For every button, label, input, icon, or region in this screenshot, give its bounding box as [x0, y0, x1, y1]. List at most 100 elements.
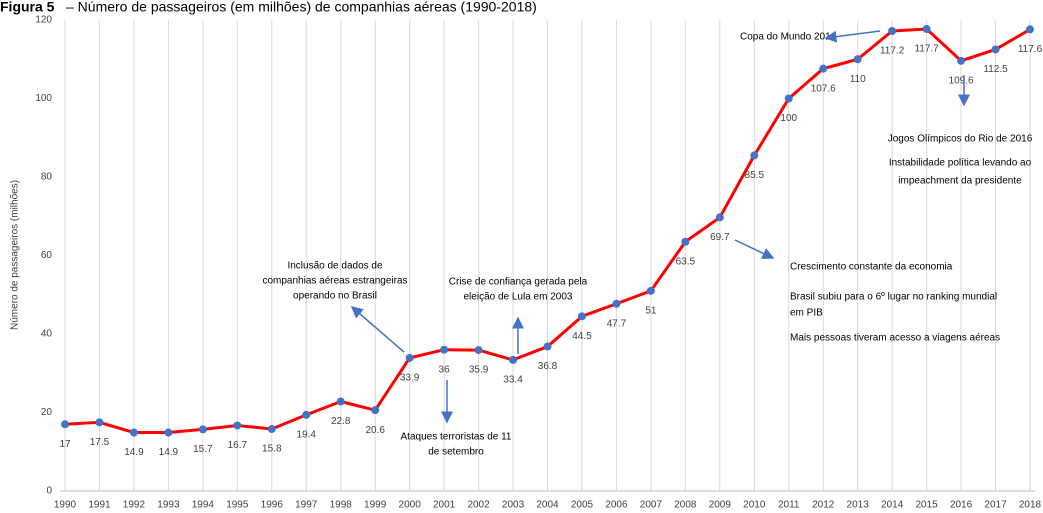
- x-tick-label: 2002: [467, 500, 490, 511]
- data-label: 117.6: [1018, 44, 1043, 55]
- data-label: 22.8: [331, 416, 351, 427]
- data-label: 47.7: [607, 318, 627, 329]
- y-axis-label: Número de passageiros (milhões): [10, 180, 21, 330]
- data-label: 51: [645, 305, 657, 316]
- data-label: 63.5: [676, 256, 696, 267]
- data-point: [474, 346, 483, 355]
- x-tick-label: 1990: [54, 500, 77, 511]
- data-point: [888, 26, 897, 35]
- data-label: 14.9: [159, 447, 179, 458]
- data-point: [267, 424, 276, 433]
- x-tick-label: 1997: [295, 500, 318, 511]
- x-tick-label: 2009: [709, 500, 732, 511]
- y-tick-label: 0: [46, 486, 52, 497]
- x-tick-label: 2006: [605, 500, 628, 511]
- x-tick-label: 1993: [157, 500, 180, 511]
- x-tick-label: 2018: [1019, 500, 1042, 511]
- data-label: 100: [780, 113, 797, 124]
- data-label: 14.9: [124, 447, 144, 458]
- data-label: 33.4: [503, 375, 523, 386]
- x-tick-label: 2004: [536, 500, 559, 511]
- x-tick-label: 1994: [192, 500, 215, 511]
- x-tick-label: 2008: [674, 500, 697, 511]
- data-point: [371, 406, 380, 415]
- annotation-text: eleição de Lula em 2003: [464, 292, 573, 303]
- data-point: [95, 418, 104, 427]
- y-tick-label: 60: [41, 250, 53, 261]
- data-point: [784, 94, 793, 103]
- data-label: 17.5: [90, 437, 110, 448]
- annotation-text: Brasil subiu para o 6º lugar no ranking …: [790, 292, 997, 303]
- data-point: [405, 353, 414, 362]
- x-tick-label: 1992: [123, 500, 146, 511]
- y-tick-label: 20: [41, 407, 53, 418]
- annotation-arrow: [824, 30, 881, 43]
- annotation-text: Copa do Mundo 2014: [740, 32, 837, 43]
- data-label: 112.5: [983, 64, 1008, 75]
- data-label: 69.7: [710, 232, 730, 243]
- data-label: 33.9: [400, 373, 420, 384]
- x-tick-label: 2011: [778, 500, 800, 511]
- figure-label: Figura 5: [0, 0, 55, 15]
- data-label: 36: [439, 364, 451, 375]
- annotation-text: operando no Brasil: [293, 291, 377, 302]
- data-label: 20.6: [365, 425, 385, 436]
- x-tick-label: 1998: [330, 500, 353, 511]
- data-point: [853, 55, 862, 64]
- data-point: [509, 355, 518, 364]
- annotation-text: Crise de confiança gerada pela: [449, 277, 588, 288]
- x-tick-label: 2003: [502, 500, 525, 511]
- data-point: [612, 299, 621, 308]
- data-point: [681, 237, 690, 246]
- data-label: 117.7: [914, 44, 939, 55]
- data-label: 109.6: [949, 75, 974, 86]
- data-label: 19.4: [297, 429, 317, 440]
- data-label: 85.5: [745, 170, 765, 181]
- data-label: 35.9: [469, 365, 489, 376]
- data-label: 110: [850, 74, 866, 85]
- x-tick-label: 1991: [88, 500, 111, 511]
- annotation-arrow: [734, 239, 775, 259]
- data-point: [991, 45, 1000, 54]
- data-point: [1026, 25, 1034, 34]
- data-label: 16.7: [228, 440, 248, 451]
- data-point: [198, 425, 207, 434]
- annotation-text: em PIB: [790, 308, 823, 319]
- annotation-text: Instabilidade política levando ao: [889, 158, 1032, 169]
- x-tick-label: 2016: [950, 500, 973, 511]
- data-point: [129, 428, 138, 437]
- x-tick-label: 1996: [261, 500, 284, 511]
- x-tick-label: 2012: [812, 500, 835, 511]
- y-tick-label: 120: [35, 15, 52, 26]
- x-tick-label: 2015: [915, 500, 938, 511]
- data-point: [957, 56, 966, 65]
- x-tick-label: 2017: [984, 500, 1007, 511]
- annotation-text: impeachment da presidente: [898, 176, 1022, 187]
- x-tick-label: 2010: [743, 500, 766, 511]
- data-point: [922, 25, 931, 34]
- data-label: 107.6: [811, 83, 836, 94]
- x-tick-label: 1999: [364, 500, 387, 511]
- data-point: [646, 286, 655, 295]
- x-tick-label: 2014: [881, 500, 904, 511]
- chart-title: – Número de passageiros (em milhões) de …: [66, 0, 537, 15]
- y-tick-label: 100: [35, 93, 52, 104]
- x-tick-label: 2000: [399, 500, 422, 511]
- x-tick-label: 2007: [640, 500, 663, 511]
- annotation-text: Mais pessoas tiveram acesso a viagens aé…: [790, 333, 1000, 344]
- annotation-text: Inclusão de dados de: [287, 261, 383, 272]
- y-tick-label: 80: [41, 172, 53, 183]
- annotation-text: companhias aéreas estrangeiras: [262, 276, 407, 287]
- annotation-text: Jogos Olímpicos do Rio de 2016: [888, 134, 1033, 145]
- data-label: 15.8: [262, 444, 282, 455]
- data-point: [819, 64, 828, 73]
- data-point: [715, 213, 724, 222]
- data-label: 15.7: [193, 444, 213, 455]
- data-point: [164, 428, 173, 437]
- x-tick-label: 2005: [571, 500, 594, 511]
- data-point: [543, 342, 552, 351]
- x-tick-label: 2001: [433, 500, 456, 511]
- data-point: [750, 151, 759, 160]
- x-tick-label: 1995: [226, 500, 249, 511]
